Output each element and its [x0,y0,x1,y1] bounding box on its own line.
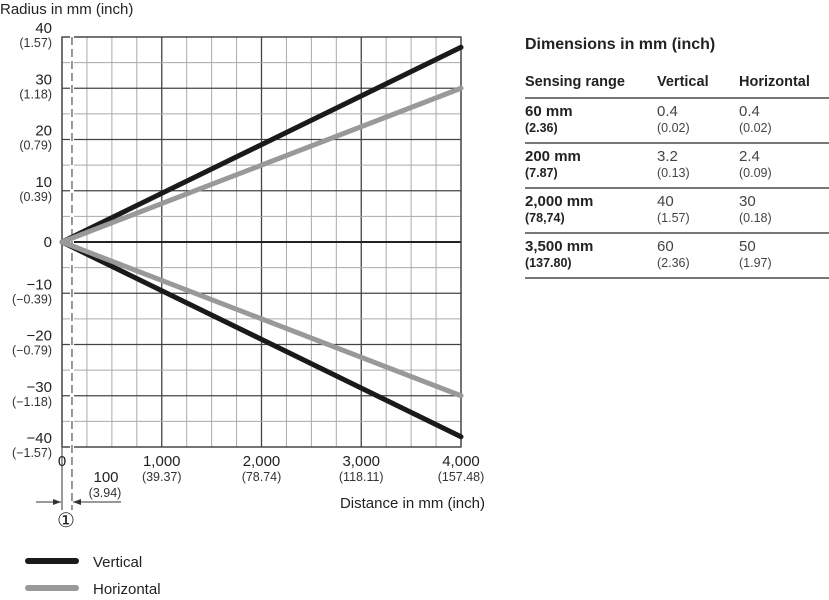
vertical-mm: 0.4 [657,103,678,120]
cell-vertical: 60 (2.36) [657,233,739,279]
series-horizontal-upper [59,85,464,245]
vertical-inch: (2.36) [657,256,690,270]
horizontal-inch: (0.18) [739,211,772,225]
y-tick-label: −30 [27,379,52,396]
cell-horizontal: 0.4 (0.02) [739,98,829,144]
x-tick-label: 0 [58,453,66,470]
arrowhead-right [53,499,61,505]
range-mm: 60 mm [525,103,573,120]
header-sensing-range: Sensing range [525,74,657,99]
y-tick-label: 30 [35,71,52,88]
table-row: 2,000 mm (78,74) 40 (1.57) 30 (0.18) [525,188,829,234]
legend-label-vertical: Vertical [93,554,142,571]
y-tick-sublabel: (−1.18) [12,395,52,409]
horizontal-inch: (0.02) [739,121,772,135]
horizontal-mm: 50 [739,238,756,255]
horizontal-mm: 2.4 [739,148,760,165]
x-tick-sublabel: (78.74) [242,470,282,484]
vertical-mm: 60 [657,238,674,255]
y-tick-label: 40 [35,20,52,37]
cell-horizontal: 50 (1.97) [739,233,829,279]
series-vertical-lower [59,239,464,440]
x-tick-label: 1,000 [143,453,181,470]
table-row: 200 mm (7.87) 3.2 (0.13) 2.4 (0.09) [525,143,829,189]
x-axis-title: Distance in mm (inch) [340,495,485,512]
dimensions-table: Sensing range Vertical Horizontal 60 mm(… [525,74,829,279]
range-inch: (137.80) [525,256,572,270]
cell-vertical: 40 (1.57) [657,188,739,234]
vertical-inch: (0.13) [657,166,690,180]
cell-horizontal: 2.4 (0.09) [739,143,829,189]
horizontal-inch: (1.97) [739,256,772,270]
y-tick-sublabel: (1.18) [19,87,52,101]
y-tick-label: −20 [27,328,52,345]
table-title: Dimensions in mm (inch) [525,36,716,53]
horizontal-mm: 0.4 [739,103,760,120]
y-tick-sublabel: (0.79) [19,139,52,153]
x-tick-label: 4,000 [442,453,480,470]
cell-range: 60 mm (2.36) [525,98,657,144]
cell-range: 2,000 mm (78,74) [525,188,657,234]
y-tick-label: 0 [44,234,52,251]
range-inch: (78,74) [525,211,565,225]
series-vertical-upper [59,44,464,245]
vertical-mm: 3.2 [657,148,678,165]
x-tick-sublabel: (157.48) [438,470,485,484]
cell-range: 200 mm (7.87) [525,143,657,189]
cell-vertical: 0.4 (0.02) [657,98,739,144]
cell-range: 3,500 mm (137.80) [525,233,657,279]
y-tick-label: 20 [35,123,52,140]
y-tick-sublabel: (−0.79) [12,344,52,358]
range-mm: 2,000 mm [525,193,594,210]
cell-horizontal: 30 (0.18) [739,188,829,234]
x-tick-sublabel: (39.37) [142,470,182,484]
annotation-label: 100 [93,469,118,486]
y-tick-sublabel: (−0.39) [12,292,52,306]
circled-one-marker: ① [57,508,75,532]
x-tick-sublabel: (118.11) [339,470,384,484]
y-tick-label: −10 [27,276,52,293]
legend-label-horizontal: Horizontal [93,581,161,598]
arrowhead-left [73,499,81,505]
y-tick-sublabel: (−1.57) [12,446,52,460]
y-tick-sublabel: (0.39) [19,190,52,204]
y-tick-sublabel: (1.57) [19,36,52,50]
horizontal-mm: 30 [739,193,756,210]
vertical-mm: 40 [657,193,674,210]
x-tick-label: 3,000 [342,453,380,470]
header-vertical: Vertical [657,74,739,99]
y-tick-label: −40 [27,430,52,447]
x-tick-label: 2,000 [243,453,281,470]
y-axis-title: Radius in mm (inch) [0,1,133,18]
range-inch: (2.36) [525,121,558,135]
cell-vertical: 3.2 (0.13) [657,143,739,189]
table-row: 60 mm (2.36) 0.4 (0.02) 0.4 (0.02) [525,98,829,144]
table-row: 3,500 mm (137.80) 60 (2.36) 50 (1.97) [525,233,829,279]
range-mm: 200 mm [525,148,581,165]
annotation-sublabel: (3.94) [89,486,122,500]
header-horizontal: Horizontal [739,74,829,99]
vertical-inch: (0.02) [657,121,690,135]
y-tick-label: 10 [35,174,52,191]
vertical-inch: (1.57) [657,211,690,225]
range-inch: (7.87) [525,166,558,180]
horizontal-inch: (0.09) [739,166,772,180]
dimensions-table-panel: Dimensions in mm (inch) Sensing range Ve… [525,36,829,279]
range-mm: 3,500 mm [525,238,594,255]
series-horizontal-lower [59,239,464,399]
